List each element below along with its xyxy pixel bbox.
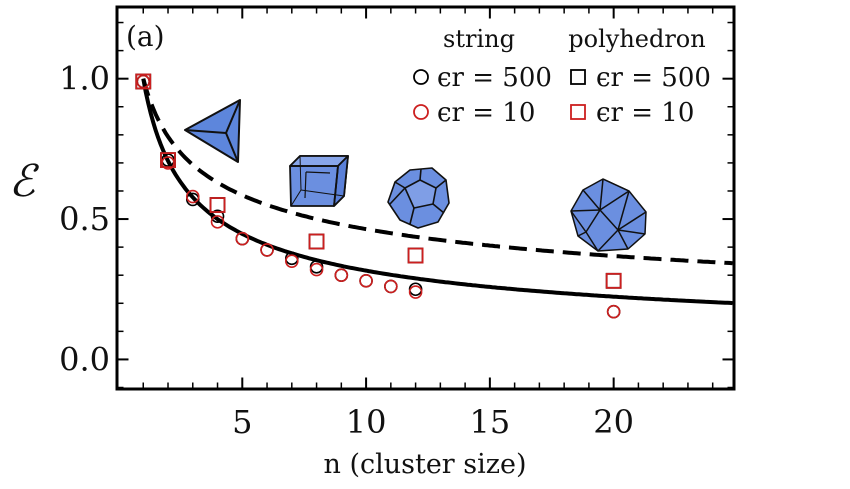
- circle-marker: [408, 282, 423, 297]
- legend: string polyhedron ϵr = 500 ϵr = 10 ϵr = …: [413, 25, 711, 128]
- circle-marker: [161, 156, 175, 170]
- legend-marker-string-500: [413, 69, 429, 85]
- dodecahedron-icon: [387, 167, 450, 229]
- circle-marker: [136, 74, 151, 89]
- x-tick-label: 5: [232, 403, 252, 441]
- circle-marker: [309, 262, 324, 277]
- axis-ticks: [118, 8, 733, 389]
- circle-marker: [384, 279, 398, 294]
- legend-label-polyhedron-500: ϵr = 500: [596, 63, 711, 93]
- circle-marker: [309, 259, 324, 274]
- legend-marker-polyhedron-500: [570, 69, 586, 85]
- axis-tick-labels: 5 10 15 20 0.0 0.5 1.0: [59, 60, 634, 441]
- data-markers: [135, 73, 622, 319]
- x-tick-label: 10: [346, 403, 387, 441]
- circle-marker: [185, 189, 200, 204]
- square-marker: [605, 272, 622, 289]
- legend-header-polyhedron: polyhedron: [568, 25, 705, 53]
- dashed-fit-curve: [141, 78, 733, 266]
- legend-marker-string-10: [413, 104, 429, 120]
- legend-marker-polyhedron-10: [570, 104, 586, 120]
- legend-header-string: string: [443, 25, 515, 53]
- circle-marker: [334, 268, 349, 283]
- y-tick-label: 0.5: [59, 200, 110, 238]
- x-axis-label: n (cluster size): [323, 449, 526, 480]
- square-marker: [209, 197, 226, 213]
- circle-marker: [408, 285, 423, 299]
- x-tick-label: 15: [470, 403, 511, 441]
- circle-marker: [210, 215, 225, 229]
- square-marker: [160, 152, 176, 169]
- square-marker: [407, 247, 424, 264]
- legend-label-string-500: ϵr = 500: [437, 63, 552, 93]
- legend-label-polyhedron-10: ϵr = 10: [596, 98, 694, 128]
- y-tick-label: 0.0: [59, 340, 110, 378]
- circle-marker: [260, 243, 274, 257]
- square-marker: [407, 247, 424, 264]
- square-marker: [135, 73, 152, 90]
- square-marker: [308, 233, 325, 250]
- circle-marker: [210, 209, 225, 224]
- x-tick-label: 20: [593, 403, 634, 441]
- legend-label-string-10: ϵr = 10: [437, 98, 535, 128]
- y-tick-label: 1.0: [59, 60, 110, 98]
- circle-marker: [606, 304, 621, 319]
- polyhedron-insets: [184, 99, 647, 252]
- plot-frame: [115, 5, 736, 391]
- cube-icon: [289, 155, 349, 207]
- circle-marker: [359, 274, 373, 288]
- tetrahedron-icon: [184, 99, 241, 163]
- square-marker: [605, 272, 622, 289]
- icosahedron-icon: [570, 178, 647, 252]
- square-marker: [308, 233, 325, 250]
- panel-label: (a): [126, 20, 165, 53]
- y-axis-label: ℰ: [9, 156, 40, 207]
- circle-marker: [235, 231, 250, 246]
- circle-marker: [285, 254, 299, 268]
